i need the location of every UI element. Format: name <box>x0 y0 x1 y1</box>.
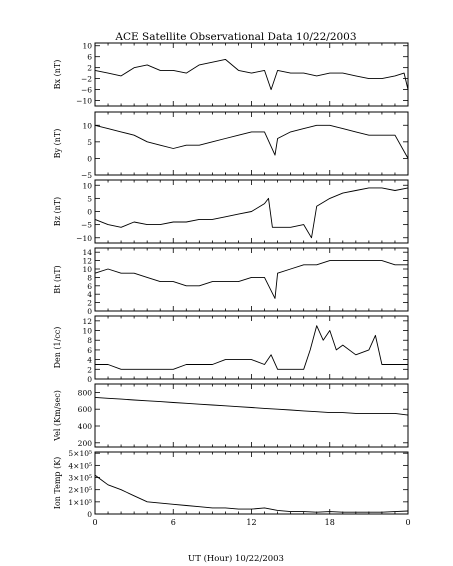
y-tick-label: 10 <box>82 265 92 274</box>
y-tick-label: 200 <box>78 439 93 448</box>
x-axis-label: UT (Hour) 10/22/2003 <box>188 553 284 564</box>
y-tick-label: 4 <box>87 290 92 299</box>
series-line <box>95 325 408 370</box>
y-tick-label: 6 <box>87 346 92 355</box>
y-tick-label: 0 <box>87 208 92 217</box>
series-line <box>94 58 409 91</box>
y-tick-label: −5 <box>81 221 92 230</box>
chart-title: ACE Satellite Observational Data 10/22/2… <box>114 31 356 43</box>
panel-7: 5×10⁵ 4×10⁵ 3×10⁵ 2×10⁵ 1×10⁵ 0 Ion Temp (K) <box>53 449 409 519</box>
y-axis-label: Vel (Km/sec) <box>53 390 62 442</box>
panel-2: 10 5 0 −5 By (nT) <box>53 111 409 180</box>
y-axis-label: By (nT) <box>53 129 62 159</box>
y-axis-label: Bx (nT) <box>53 60 62 90</box>
x-tick-label: 0 <box>92 518 97 527</box>
series-line <box>94 396 409 416</box>
y-tick-label: 2 <box>87 365 92 374</box>
y-tick-label: 8 <box>87 336 92 345</box>
y-tick-label: 0 <box>87 307 92 316</box>
y-tick-label: 14 <box>82 248 92 257</box>
plot-frame <box>94 247 409 312</box>
y-axis-label: Ion Temp (K) <box>53 457 62 510</box>
x-tick-label: 12 <box>246 518 256 527</box>
y-tick-label: 2 <box>87 299 92 308</box>
panels: 10 6 2 −2 −6 −10 Bx (nT) 10 5 0 −5 By (nT) 10 5 0 −5 −10… <box>53 42 409 519</box>
y-tick-label: 800 <box>78 388 93 397</box>
y-tick-label: 0 <box>87 510 92 519</box>
y-tick-label: 10 <box>82 121 92 130</box>
y-tick-label: 4×10⁵ <box>68 461 92 470</box>
y-axis-label: Den (1/cc) <box>53 327 62 369</box>
y-tick-label: 6 <box>87 282 92 291</box>
y-axis-label: Bz (nT) <box>53 197 62 226</box>
y-tick-label: 10 <box>82 181 92 190</box>
y-tick-label: 400 <box>78 422 93 431</box>
x-tick-label: 0 <box>405 518 410 527</box>
panel-6: 800 600 400 200 Vel (Km/sec) <box>53 383 409 448</box>
y-tick-label: −6 <box>81 86 92 95</box>
y-tick-label: 5 <box>87 138 92 147</box>
panel-1: 10 6 2 −2 −6 −10 Bx (nT) <box>53 42 409 107</box>
y-tick-label: 1×10⁵ <box>68 498 92 507</box>
y-tick-label: −10 <box>76 97 92 106</box>
y-tick-label: 8 <box>87 273 92 282</box>
y-tick-label: −10 <box>76 234 92 243</box>
y-tick-label: 5 <box>87 194 92 203</box>
y-tick-label: 12 <box>82 317 92 326</box>
y-tick-label: 0 <box>87 375 92 384</box>
x-tick-label: 6 <box>171 518 176 527</box>
plot-frame <box>94 111 409 176</box>
y-tick-label: 600 <box>78 405 93 414</box>
series-line <box>94 124 409 159</box>
y-axis-label: Bt (nT) <box>53 265 62 293</box>
y-tick-label: −2 <box>81 75 92 84</box>
x-tick-labels: 0 6 12 18 0 <box>92 518 410 527</box>
y-tick-label: 5×10⁵ <box>68 449 92 458</box>
plot-frame <box>94 451 409 515</box>
plot-frame <box>94 42 409 107</box>
y-tick-label: 10 <box>82 42 92 51</box>
y-tick-label: −5 <box>81 171 92 180</box>
x-tick-label: 18 <box>325 518 335 527</box>
y-tick-label: 2×10⁵ <box>68 486 92 495</box>
y-tick-label: 2 <box>87 64 92 73</box>
y-tick-label: 10 <box>82 327 92 336</box>
series-line <box>94 260 408 299</box>
y-tick-label: 12 <box>82 257 92 266</box>
panel-3: 10 5 0 −5 −10 Bz (nT) <box>53 179 409 244</box>
plot-frame <box>94 383 409 448</box>
y-tick-label: 4 <box>87 356 92 365</box>
series-line <box>94 474 409 513</box>
y-tick-label: 6 <box>87 53 92 62</box>
y-tick-label: 0 <box>87 154 92 163</box>
series-line <box>94 187 409 239</box>
y-tick-label: 3×10⁵ <box>68 474 92 483</box>
